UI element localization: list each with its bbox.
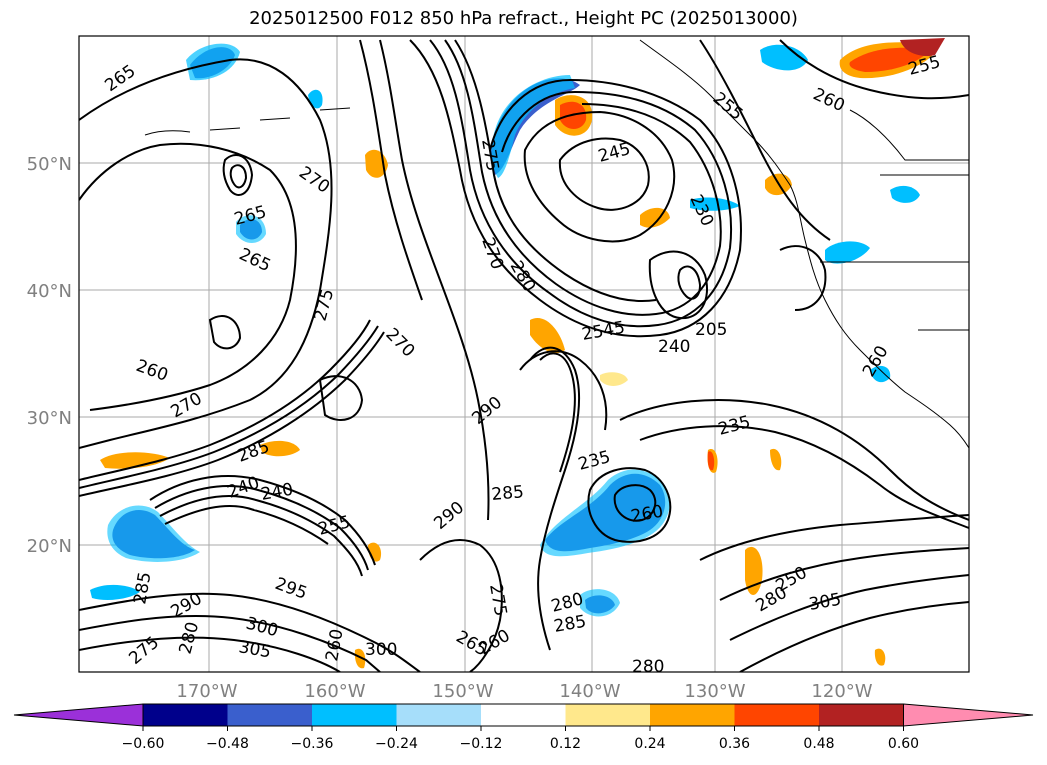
colorbar-segment (396, 704, 482, 726)
lat-label-30n: 30°N (27, 408, 72, 429)
lon-label-160w: 160°W (304, 681, 365, 702)
contour-label: 285 (491, 482, 525, 505)
colorbar-tick-label: −0.12 (460, 736, 503, 752)
colorbar-tick-label: −0.24 (375, 736, 418, 752)
colorbar-tick-label: 0.24 (634, 736, 665, 752)
colorbar-segment (734, 704, 820, 726)
longitude-labels: 170°W 160°W 150°W 140°W 130°W 120°W (176, 681, 872, 702)
map-title: 2025012500 F012 850 hPa refract., Height… (249, 8, 798, 29)
colorbar-outline (142, 703, 904, 727)
colorbar-tick-label: −0.48 (206, 736, 249, 752)
lon-label-170w: 170°W (176, 681, 237, 702)
colorbar-tick-label: 0.36 (719, 736, 750, 752)
contour-label: 280 (632, 657, 664, 677)
colorbar-tick-label: −0.60 (122, 736, 165, 752)
latitude-labels: 50°N 40°N 30°N 20°N (27, 154, 72, 557)
lat-label-50n: 50°N (27, 154, 72, 175)
coastlines (144, 39, 969, 449)
colorbar-segment (227, 704, 313, 726)
contour-label: 300 (365, 640, 397, 660)
contour-label: 240 (658, 337, 690, 357)
colorbar-extend-min (13, 703, 144, 727)
colorbar-segment (650, 704, 735, 726)
lon-label-140w: 140°W (559, 681, 620, 702)
lon-label-120w: 120°W (811, 681, 872, 702)
colorbar-extend-max (903, 703, 1034, 727)
lat-label-20n: 20°N (27, 536, 72, 557)
height-contours (79, 39, 969, 672)
colorbar-segment (312, 704, 397, 726)
lon-label-150w: 150°W (432, 681, 493, 702)
lon-label-130w: 130°W (684, 681, 745, 702)
colorbar-tick-label: 0.48 (803, 736, 834, 752)
colorbar-segment (481, 704, 566, 726)
colorbar-tick-label: 0.60 (888, 736, 919, 752)
contour-label: 205 (695, 320, 727, 340)
map-panel (79, 36, 969, 672)
colorbar-tick-label: 0.12 (550, 736, 581, 752)
colorbar-segment (143, 704, 228, 726)
lat-label-40n: 40°N (27, 281, 72, 302)
colorbar: −0.60 −0.48 −0.36 −0.24 −0.12 0.12 0.24 0.36 0.4… (13, 703, 1034, 752)
colorbar-segment (565, 704, 651, 726)
colorbar-segment (819, 704, 904, 726)
map-frame (78, 35, 970, 673)
colorbar-tick-label: −0.36 (291, 736, 334, 752)
